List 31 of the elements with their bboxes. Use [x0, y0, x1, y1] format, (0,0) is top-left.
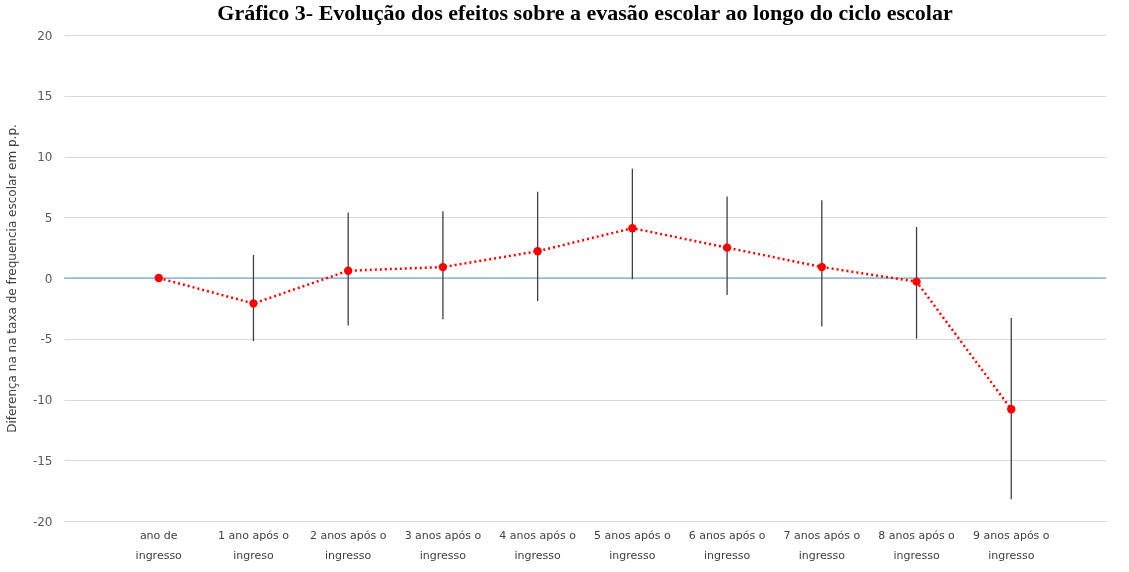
y-tick-label: -10 — [32, 393, 53, 407]
y-tick-label: 5 — [44, 210, 53, 225]
point — [533, 247, 542, 256]
y-tick-label: 20 — [37, 28, 53, 43]
x-tick-label: 6 anos após o ingresso — [688, 528, 766, 562]
point — [817, 262, 826, 272]
x-tick-label: 2 anos após o ingresso — [309, 528, 387, 562]
point — [249, 299, 258, 308]
y-tick-label: 15 — [37, 89, 53, 104]
point — [1007, 405, 1016, 414]
x-tick-label: ano de ingresso — [135, 528, 183, 562]
x-tick-label: 8 anos após o ingresso — [878, 528, 956, 562]
chart-title: Gráfico 3- Evolução dos efeitos sobre a evasão escolar ao longo do ciclo escolar — [217, 0, 953, 25]
y-tick-label: 10 — [37, 150, 53, 164]
x-tick-label: 7 anos após o ingresso — [783, 528, 861, 562]
point — [912, 277, 921, 286]
y-tick-label: 0 — [44, 271, 53, 286]
x-tick-label: 9 anos após o ingresso — [972, 528, 1050, 562]
point — [722, 243, 732, 252]
y-tick-label: -15 — [32, 453, 53, 468]
x-tick-label: 1 ano após o ingreso — [218, 528, 290, 562]
point — [344, 266, 353, 275]
point — [628, 224, 637, 233]
y-tick-label: -5 — [40, 332, 53, 347]
point — [154, 273, 163, 283]
x-tick-label: 5 anos após o ingresso — [594, 528, 671, 562]
x-tick-label: 3 anos após o ingresso — [404, 528, 482, 562]
x-tick-label: 4 anos após o ingresso — [499, 528, 577, 562]
point — [438, 262, 448, 272]
y-tick-label: -20 — [32, 514, 53, 529]
y-axis-title: Diferença na na taxa de frequencia escolar em p.p. — [4, 124, 19, 433]
